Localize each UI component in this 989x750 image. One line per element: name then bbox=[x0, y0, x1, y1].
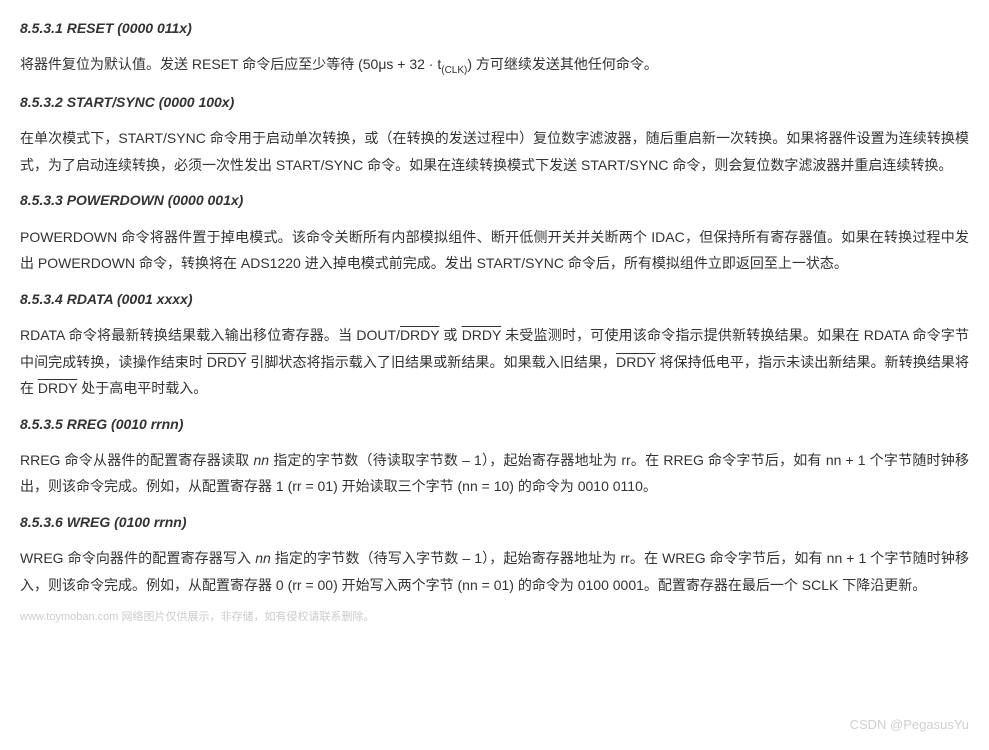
section-heading-wreg: 8.5.3.6 WREG (0100 rrnn) bbox=[20, 510, 969, 535]
section-heading-reset: 8.5.3.1 RESET (0000 011x) bbox=[20, 16, 969, 41]
section-paragraph-reset: 将器件复位为默认值。发送 RESET 命令后应至少等待 (50μs + 32 ·… bbox=[20, 51, 969, 80]
section-heading-startsync: 8.5.3.2 START/SYNC (0000 100x) bbox=[20, 90, 969, 115]
section-6: 8.5.3.6 WREG (0100 rrnn) WREG 命令向器件的配置寄存… bbox=[20, 510, 969, 598]
section-heading-rdata: 8.5.3.4 RDATA (0001 xxxx) bbox=[20, 287, 969, 312]
section-3: 8.5.3.3 POWERDOWN (0000 001x) POWERDOWN … bbox=[20, 188, 969, 276]
section-paragraph-wreg: WREG 命令向器件的配置寄存器写入 nn 指定的字节数（待写入字节数 – 1）… bbox=[20, 545, 969, 598]
section-1: 8.5.3.1 RESET (0000 011x) 将器件复位为默认值。发送 R… bbox=[20, 16, 969, 80]
watermark-text: CSDN @PegasusYu bbox=[850, 713, 969, 736]
section-heading-powerdown: 8.5.3.3 POWERDOWN (0000 001x) bbox=[20, 188, 969, 213]
section-heading-rreg: 8.5.3.5 RREG (0010 rrnn) bbox=[20, 412, 969, 437]
section-2: 8.5.3.2 START/SYNC (0000 100x) 在单次模式下，ST… bbox=[20, 90, 969, 178]
section-paragraph-rdata: RDATA 命令将最新转换结果载入输出移位寄存器。当 DOUT/DRDY 或 D… bbox=[20, 322, 969, 402]
footer-text: www.toymoban.com 网络图片仅供展示，非存储，如有侵权请联系删除。 bbox=[20, 608, 969, 628]
section-paragraph-rreg: RREG 命令从器件的配置寄存器读取 nn 指定的字节数（待读取字节数 – 1）… bbox=[20, 447, 969, 500]
section-paragraph-startsync: 在单次模式下，START/SYNC 命令用于启动单次转换，或（在转换的发送过程中… bbox=[20, 125, 969, 178]
section-5: 8.5.3.5 RREG (0010 rrnn) RREG 命令从器件的配置寄存… bbox=[20, 412, 969, 500]
section-4: 8.5.3.4 RDATA (0001 xxxx) RDATA 命令将最新转换结… bbox=[20, 287, 969, 402]
document-content: 8.5.3.1 RESET (0000 011x) 将器件复位为默认值。发送 R… bbox=[20, 16, 969, 628]
section-paragraph-powerdown: POWERDOWN 命令将器件置于掉电模式。该命令关断所有内部模拟组件、断开低侧… bbox=[20, 224, 969, 277]
